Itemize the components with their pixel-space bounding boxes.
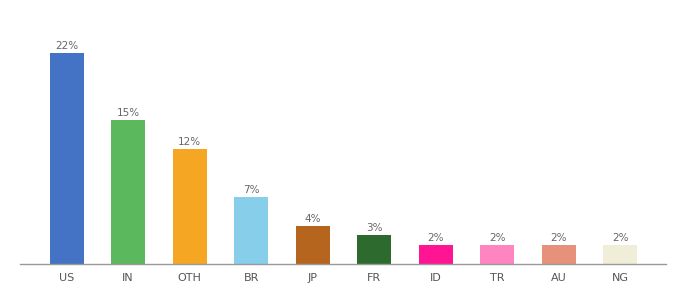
Text: 2%: 2%: [428, 233, 444, 243]
Text: 7%: 7%: [243, 185, 259, 195]
Text: 2%: 2%: [489, 233, 505, 243]
Text: 2%: 2%: [612, 233, 628, 243]
Text: 12%: 12%: [178, 137, 201, 147]
Bar: [357, 235, 391, 264]
Bar: [603, 245, 637, 264]
Text: 2%: 2%: [550, 233, 567, 243]
Text: 15%: 15%: [116, 108, 139, 118]
Bar: [173, 149, 207, 264]
Bar: [50, 53, 84, 264]
Bar: [419, 245, 453, 264]
Bar: [296, 226, 330, 264]
Text: 3%: 3%: [366, 223, 382, 233]
Bar: [234, 197, 268, 264]
Bar: [112, 120, 145, 264]
Bar: [480, 245, 514, 264]
Text: 22%: 22%: [55, 41, 78, 51]
Text: 4%: 4%: [305, 214, 321, 224]
Bar: [542, 245, 575, 264]
